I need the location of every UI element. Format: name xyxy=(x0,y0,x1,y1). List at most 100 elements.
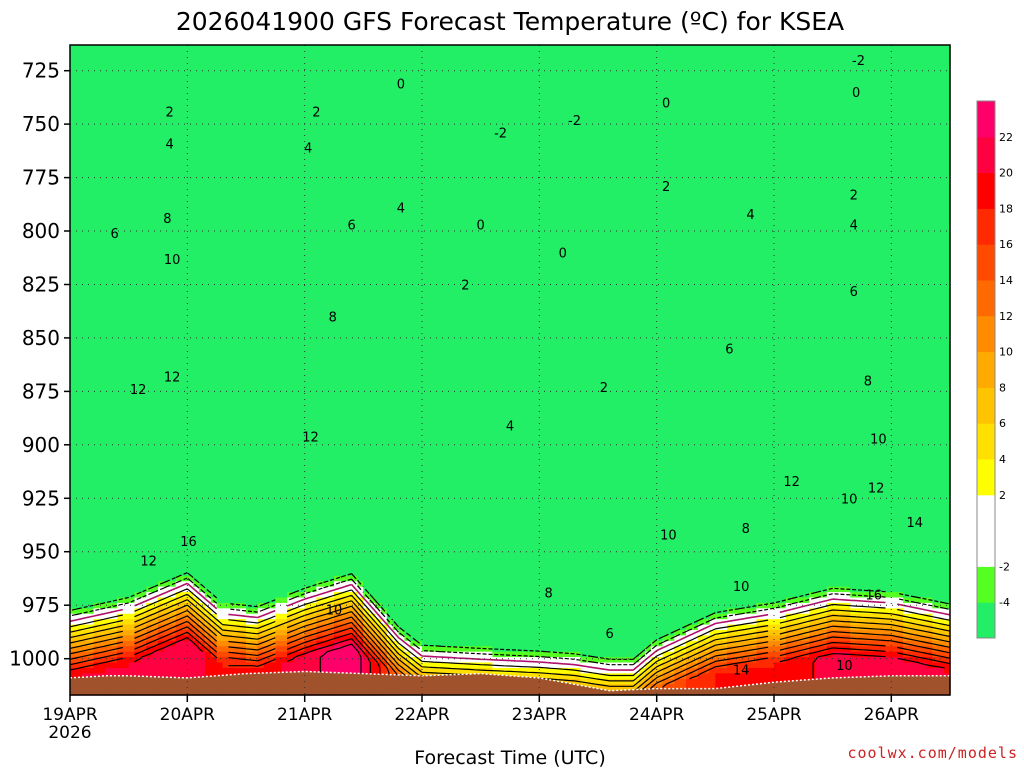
field-cell xyxy=(251,137,259,144)
field-cell xyxy=(263,180,271,187)
field-cell xyxy=(204,88,212,95)
field-cell xyxy=(87,386,95,393)
field-cell xyxy=(122,196,130,203)
field-cell xyxy=(134,77,141,84)
field-cell xyxy=(105,370,112,377)
field-cell xyxy=(75,451,83,458)
field-cell xyxy=(75,489,83,496)
field-cell xyxy=(70,66,77,73)
field-cell xyxy=(169,261,177,268)
field-cell xyxy=(204,55,212,62)
field-cell xyxy=(134,218,141,225)
field-cell xyxy=(87,332,95,339)
field-cell xyxy=(158,299,165,306)
field-cell xyxy=(310,348,317,355)
field-cell xyxy=(181,164,188,171)
field-cell xyxy=(99,418,106,425)
field-cell xyxy=(187,602,194,609)
field-cell xyxy=(81,494,89,501)
field-cell xyxy=(199,147,206,154)
field-cell xyxy=(234,418,241,425)
field-cell xyxy=(122,640,130,647)
field-cell xyxy=(187,72,194,79)
field-cell xyxy=(304,115,312,122)
field-cell xyxy=(246,283,253,290)
field-cell xyxy=(128,315,136,322)
field-cell xyxy=(81,180,89,187)
field-cell xyxy=(87,77,95,84)
field-cell xyxy=(304,630,312,637)
field-cell xyxy=(152,613,159,620)
field-cell xyxy=(240,375,247,382)
field-cell xyxy=(310,126,317,133)
field-cell xyxy=(257,527,265,534)
field-cell xyxy=(70,191,77,198)
field-cell xyxy=(234,332,241,339)
field-cell xyxy=(140,424,147,431)
field-cell xyxy=(210,142,218,149)
field-cell xyxy=(246,397,253,404)
field-cell xyxy=(199,592,206,599)
field-cell xyxy=(140,581,147,588)
field-cell xyxy=(93,364,100,371)
field-cell xyxy=(152,234,159,241)
field-cell xyxy=(75,667,83,674)
field-cell xyxy=(193,305,200,312)
field-cell xyxy=(222,66,229,73)
field-cell xyxy=(216,332,224,339)
field-cell xyxy=(146,185,153,192)
field-cell xyxy=(292,180,300,187)
field-cell xyxy=(193,516,200,523)
field-cell xyxy=(281,315,288,322)
field-cell xyxy=(181,45,188,52)
field-cell xyxy=(146,359,153,366)
field-cell xyxy=(275,353,282,360)
field-cell xyxy=(240,326,247,333)
field-cell xyxy=(298,500,306,507)
field-cell xyxy=(122,505,130,512)
field-cell xyxy=(275,202,282,209)
field-cell xyxy=(152,147,159,154)
field-cell xyxy=(158,575,165,582)
field-cell xyxy=(287,82,294,89)
field-cell xyxy=(263,131,271,138)
field-cell xyxy=(122,386,130,393)
field-cell xyxy=(193,234,200,241)
field-cell xyxy=(146,110,153,117)
field-cell xyxy=(181,429,188,436)
field-cell xyxy=(140,245,147,252)
field-cell xyxy=(222,180,229,187)
field-cell xyxy=(204,326,212,333)
field-cell xyxy=(304,543,312,550)
field-cell xyxy=(81,521,89,528)
field-cell xyxy=(257,223,265,230)
field-cell xyxy=(275,413,282,420)
field-cell xyxy=(175,110,183,117)
field-cell xyxy=(228,472,235,479)
field-cell xyxy=(269,353,276,360)
field-cell xyxy=(152,240,159,247)
field-cell xyxy=(158,283,165,290)
field-cell xyxy=(70,250,77,257)
field-cell xyxy=(111,364,118,371)
field-cell xyxy=(287,516,294,523)
field-cell xyxy=(222,527,229,534)
field-cell xyxy=(116,608,124,615)
field-cell xyxy=(81,45,89,52)
field-cell xyxy=(116,158,124,165)
field-cell xyxy=(105,407,112,414)
field-cell xyxy=(204,386,212,393)
field-cell xyxy=(210,586,218,593)
field-cell xyxy=(93,521,100,528)
field-cell xyxy=(181,478,188,485)
field-cell xyxy=(169,310,177,317)
field-cell xyxy=(257,532,265,539)
field-cell xyxy=(204,288,212,295)
field-cell xyxy=(228,277,235,284)
field-cell xyxy=(81,440,89,447)
field-cell xyxy=(116,407,124,414)
field-cell xyxy=(240,229,247,236)
field-cell xyxy=(146,234,153,241)
field-cell xyxy=(234,326,241,333)
field-cell xyxy=(181,207,188,214)
